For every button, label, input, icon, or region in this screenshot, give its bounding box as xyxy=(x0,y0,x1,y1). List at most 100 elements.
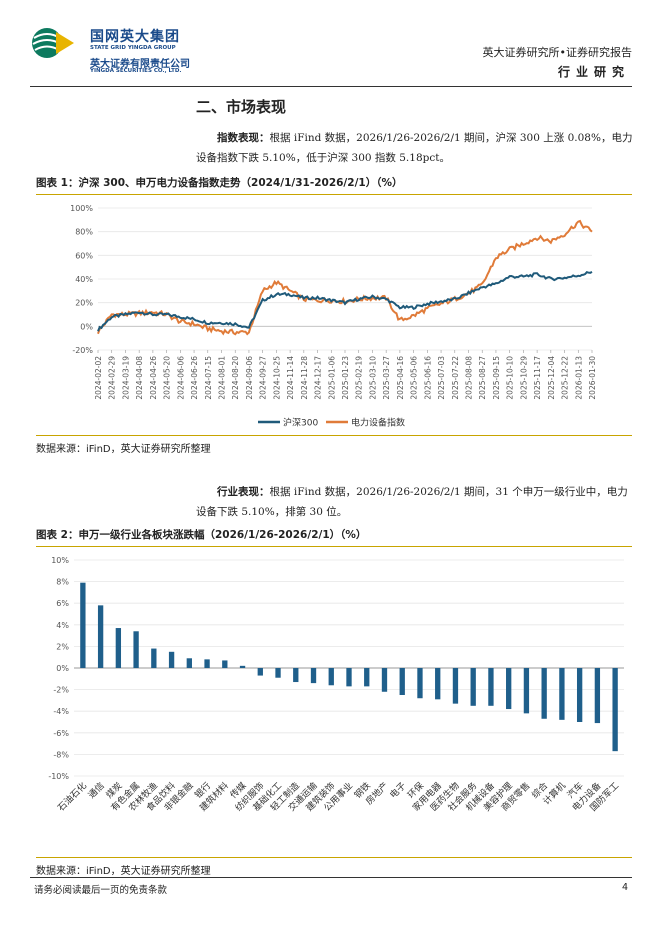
bar xyxy=(186,658,192,668)
x-tick-label: 2024-11-28 xyxy=(300,356,309,400)
x-tick-label: 2024-09-06 xyxy=(245,356,254,400)
legend-label-power: 电力设备指数 xyxy=(351,417,405,429)
logo-text-cn: 国网英大集团 xyxy=(90,29,180,45)
x-tick-label: 2024-02-02 xyxy=(94,356,103,400)
y-tick-label: 2% xyxy=(56,642,69,651)
x-tick-label: 2026-01-30 xyxy=(588,356,597,400)
x-tick-label: 2024-07-15 xyxy=(204,356,213,400)
x-tick-label: 2024-03-19 xyxy=(121,356,130,400)
bar xyxy=(381,668,388,692)
y-tick-label: 80% xyxy=(75,228,93,237)
footer-disclaimer: 请务必阅读最后一页的免责条款 xyxy=(34,885,168,896)
bar xyxy=(559,668,565,720)
y-tick-label: 60% xyxy=(75,251,93,260)
x-tick-label: 2025-03-27 xyxy=(382,356,391,400)
bar xyxy=(222,660,228,668)
bar xyxy=(328,668,334,686)
x-tick-label: 2024-02-29 xyxy=(108,356,117,400)
x-tick-label: 2024-09-27 xyxy=(259,356,268,400)
legend-label-hs300: 沪深300 xyxy=(283,417,318,429)
para1-lead: 指数表现： xyxy=(217,132,270,144)
bar xyxy=(541,668,547,719)
figure1-source: 数据来源：iFinD，英大证券研究所整理 xyxy=(36,435,632,455)
bar xyxy=(97,605,104,668)
x-category-label: 石油石化 xyxy=(55,780,89,814)
figure2-source: 数据来源：iFinD，英大证券研究所整理 xyxy=(36,857,632,877)
y-tick-label: -2% xyxy=(53,686,69,695)
report-type: 英大证券研究所•证券研究报告 xyxy=(482,46,633,59)
bar xyxy=(576,668,583,722)
x-tick-label: 2024-04-08 xyxy=(135,356,144,400)
x-tick-label: 2025-06-16 xyxy=(423,356,432,400)
hs300-series-line xyxy=(97,271,593,332)
bar xyxy=(239,665,246,668)
footer-divider xyxy=(30,877,632,878)
x-tick-label: 2025-10-10 xyxy=(506,356,515,400)
x-category-label: 电子 xyxy=(387,780,408,801)
bar xyxy=(310,668,317,684)
bar xyxy=(594,668,601,724)
x-tick-label: 2025-12-04 xyxy=(547,356,556,400)
bar xyxy=(470,668,476,706)
bar xyxy=(417,668,423,699)
para1-text: 根据 iFind 数据，2026/1/26-2026/2/1 期间，沪深 300… xyxy=(196,132,633,164)
x-tick-label: 2025-10-29 xyxy=(519,356,528,400)
para2-text: 根据 iFind 数据，2026/1/26-2026/2/1 期间，31 个申万… xyxy=(196,486,628,518)
bar xyxy=(488,668,494,706)
y-tick-label: -20% xyxy=(72,346,93,355)
y-tick-label: 8% xyxy=(56,578,69,587)
bar xyxy=(115,628,122,668)
y-tick-label: -6% xyxy=(53,729,69,738)
x-tick-label: 2026-01-13 xyxy=(574,356,583,400)
x-tick-label: 2024-06-26 xyxy=(190,356,199,400)
x-tick-label: 2025-07-22 xyxy=(451,356,460,400)
y-tick-label: 20% xyxy=(75,299,93,308)
x-tick-label: 2024-08-20 xyxy=(231,356,240,400)
x-tick-label: 2025-11-17 xyxy=(533,356,542,400)
logo-text-en: STATE GRID YINGDA GROUP xyxy=(90,45,176,51)
x-tick-label: 2025-01-06 xyxy=(327,356,336,400)
bar xyxy=(275,668,281,678)
x-tick-label: 2025-09-15 xyxy=(492,356,501,400)
figure1-title: 图表 1：沪深 300、申万电力设备指数走势（2024/1/31-2026/2/… xyxy=(36,174,632,195)
bar xyxy=(364,668,370,687)
y-tick-label: 0% xyxy=(80,322,93,331)
x-tick-label: 2024-05-20 xyxy=(163,356,172,400)
section-title: 二、市场表现 xyxy=(196,98,287,116)
y-tick-label: 4% xyxy=(56,621,69,630)
y-tick-label: 10% xyxy=(51,556,69,565)
header-divider xyxy=(30,86,632,87)
x-tick-label: 2025-04-16 xyxy=(396,356,405,400)
paragraph-industry-performance: 行业表现：根据 iFind 数据，2026/1/26-2026/2/1 期间，3… xyxy=(196,482,636,522)
x-tick-label: 2025-07-03 xyxy=(437,356,446,400)
bar xyxy=(399,668,405,695)
y-tick-label: 6% xyxy=(56,599,69,608)
bar xyxy=(293,668,299,683)
x-tick-label: 2025-08-27 xyxy=(478,356,487,400)
bar xyxy=(506,668,512,710)
y-tick-label: -10% xyxy=(48,772,69,781)
bar xyxy=(168,651,175,668)
x-tick-label: 2024-06-06 xyxy=(176,356,185,400)
bar xyxy=(523,668,530,714)
bar xyxy=(346,668,352,687)
x-category-label: 通信 xyxy=(86,780,107,801)
state-grid-logo xyxy=(32,28,74,58)
page-number: 4 xyxy=(621,882,628,893)
bar xyxy=(133,631,139,668)
x-tick-label: 2024-08-01 xyxy=(218,356,227,400)
x-tick-label: 2025-03-10 xyxy=(368,356,377,400)
x-tick-label: 2025-02-19 xyxy=(355,356,364,400)
bar xyxy=(612,668,618,752)
report-category: 行业研究 xyxy=(557,65,630,79)
x-tick-label: 2025-08-08 xyxy=(465,356,474,400)
company-name-cn: 英大证券有限责任公司 xyxy=(90,59,190,70)
para2-lead: 行业表现： xyxy=(217,486,270,498)
x-tick-label: 2024-11-14 xyxy=(286,356,295,400)
y-tick-label: -8% xyxy=(53,750,69,759)
bar xyxy=(151,648,157,668)
x-tick-label: 2024-04-26 xyxy=(149,356,158,400)
bar xyxy=(80,582,86,668)
x-tick-label: 2025-01-23 xyxy=(341,356,350,400)
bar xyxy=(452,668,459,704)
